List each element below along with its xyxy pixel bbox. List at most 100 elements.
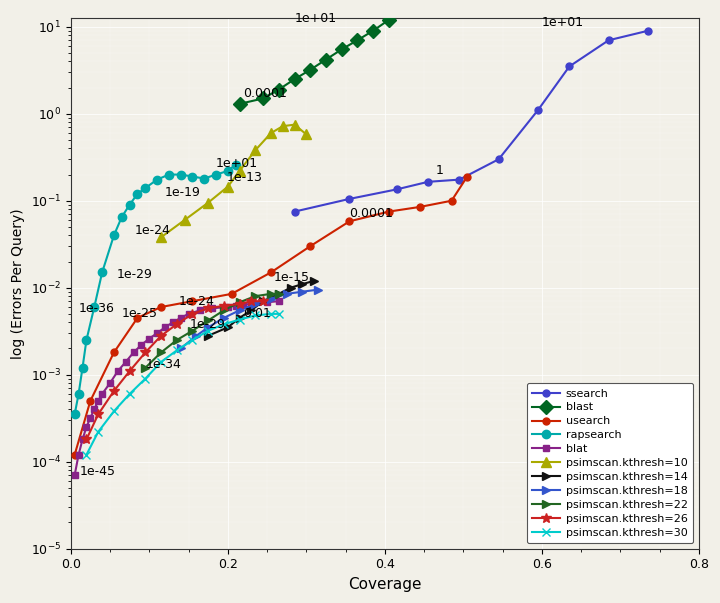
blat [223,303,232,311]
Text: 0.0001: 0.0001 [349,207,393,220]
psimscan.kthresh=10 [180,216,189,224]
rapsearch [117,213,126,221]
psimscan.kthresh=22 [172,336,181,344]
blat [176,314,185,321]
psimscan.kthresh=22 [251,292,260,300]
blat [90,406,99,413]
blat [239,301,248,308]
psimscan.kthresh=26 [258,297,267,305]
psimscan.kthresh=18 [192,332,201,339]
psimscan.kthresh=26 [235,300,244,308]
Line: psimscan.kthresh=22: psimscan.kthresh=22 [141,289,283,372]
rapsearch [125,201,134,209]
blat [196,307,204,314]
ssearch [345,195,354,203]
blat [137,341,145,349]
Text: 1e-13: 1e-13 [226,171,262,184]
Line: psimscan.kthresh=26: psimscan.kthresh=26 [81,296,268,444]
blat [274,297,283,305]
rapsearch [98,269,107,276]
Legend: ssearch, blast, usearch, rapsearch, blat, psimscan.kthresh=10, psimscan.kthresh=: ssearch, blast, usearch, rapsearch, blat… [527,383,693,543]
psimscan.kthresh=22 [204,317,212,324]
Line: psimscan.kthresh=14: psimscan.kthresh=14 [204,277,318,340]
psimscan.kthresh=14 [204,332,212,339]
psimscan.kthresh=30 [109,408,118,415]
psimscan.kthresh=30 [274,311,283,318]
Text: 1e+01: 1e+01 [216,157,258,170]
usearch [133,314,142,321]
rapsearch [90,303,99,311]
rapsearch [200,175,209,182]
rapsearch [82,336,91,344]
blat [78,436,87,443]
usearch [157,303,166,311]
psimscan.kthresh=30 [125,390,134,397]
Text: 1e-24: 1e-24 [135,224,171,238]
psimscan.kthresh=14 [310,277,318,285]
psimscan.kthresh=26 [82,436,91,443]
blat [247,300,256,308]
blat [86,414,95,421]
Line: blast: blast [235,0,425,109]
Line: usearch: usearch [71,173,471,458]
ssearch [455,176,464,183]
Text: 1e-29: 1e-29 [190,318,226,331]
psimscan.kthresh=10 [266,130,275,137]
blat [184,311,193,318]
rapsearch [71,411,79,418]
psimscan.kthresh=30 [220,321,228,328]
blat [106,379,114,387]
Text: 1e-25: 1e-25 [122,308,158,320]
psimscan.kthresh=26 [125,367,134,374]
usearch [463,173,472,180]
Text: 1: 1 [436,163,444,177]
psimscan.kthresh=30 [266,311,275,318]
blat [122,358,130,365]
rapsearch [133,190,142,197]
usearch [228,290,236,297]
Text: 1e-34: 1e-34 [145,358,181,371]
Y-axis label: log (Errors Per Query): log (Errors Per Query) [11,208,25,359]
psimscan.kthresh=22 [157,349,166,356]
psimscan.kthresh=26 [157,332,166,339]
psimscan.kthresh=22 [274,290,283,297]
psimscan.kthresh=10 [235,168,244,175]
blat [82,423,91,431]
psimscan.kthresh=26 [204,305,212,312]
Text: 1e-29: 1e-29 [116,268,152,281]
psimscan.kthresh=30 [94,428,102,435]
Line: psimscan.kthresh=30: psimscan.kthresh=30 [82,310,283,459]
blast [258,95,267,102]
Text: 0.01: 0.01 [243,308,271,320]
psimscan.kthresh=18 [314,286,323,293]
usearch [86,397,95,405]
psimscan.kthresh=30 [235,316,244,323]
Text: 1e-36: 1e-36 [78,303,114,315]
X-axis label: Coverage: Coverage [348,577,422,592]
psimscan.kthresh=14 [235,314,244,321]
blat [231,302,240,309]
Text: 1e-19: 1e-19 [165,186,201,199]
blat [168,319,177,326]
rapsearch [109,232,118,239]
blat [208,305,217,312]
blast [235,100,244,107]
rapsearch [223,168,232,175]
psimscan.kthresh=18 [282,290,291,297]
psimscan.kthresh=30 [188,336,197,344]
usearch [306,242,315,250]
psimscan.kthresh=10 [302,131,310,138]
psimscan.kthresh=26 [247,297,256,305]
rapsearch [141,185,150,192]
psimscan.kthresh=18 [176,345,185,352]
psimscan.kthresh=14 [223,324,232,331]
rapsearch [78,364,87,371]
psimscan.kthresh=22 [188,327,197,335]
psimscan.kthresh=26 [188,311,197,318]
Text: 1e+01: 1e+01 [542,16,584,29]
ssearch [392,186,401,193]
blat [129,349,138,356]
Line: rapsearch: rapsearch [71,160,240,418]
blat [161,324,169,331]
ssearch [644,27,652,34]
